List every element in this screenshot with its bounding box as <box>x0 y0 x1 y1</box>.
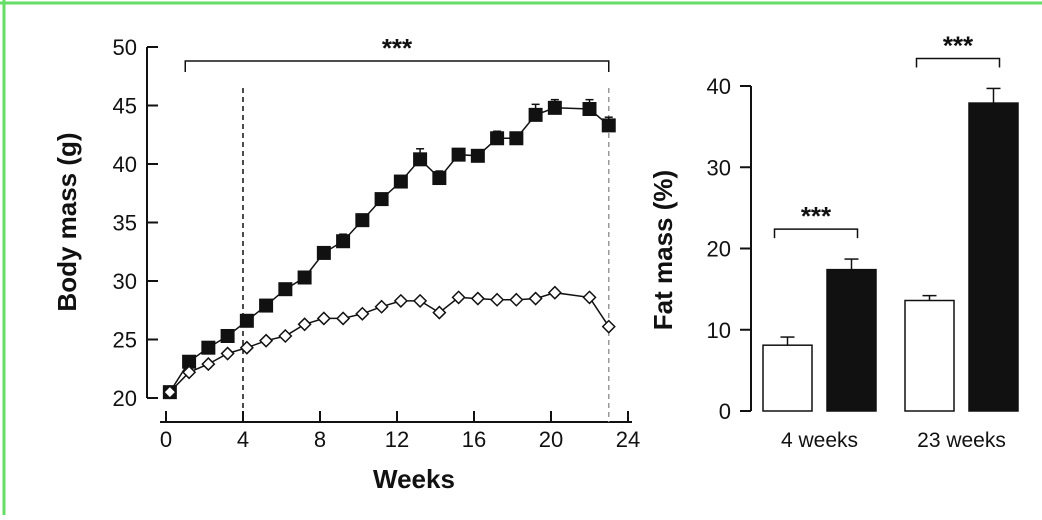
data-point-filled-square <box>374 192 389 207</box>
data-point-open-diamond <box>374 299 389 314</box>
data-point-open-diamond <box>470 291 485 306</box>
bar-open <box>904 299 955 412</box>
data-point-open-diamond <box>220 346 235 361</box>
data-point-open-diamond <box>413 293 428 308</box>
x-tick-label: 20 <box>539 427 563 452</box>
data-point-filled-square <box>297 270 312 285</box>
data-point-open-diamond <box>582 290 597 305</box>
bar-filled <box>968 102 1019 412</box>
data-point-filled-square <box>393 174 408 189</box>
fat-mass-bar-chart: 0 10 20 30 40 *** *** 4 weeks 23 weeks Fat mas… <box>648 30 1019 452</box>
data-point-filled-square <box>601 118 616 133</box>
data-point-open-diamond <box>355 306 370 321</box>
significance-label: *** <box>801 201 832 231</box>
data-point-open-diamond <box>601 319 616 334</box>
data-point-filled-square <box>451 147 466 162</box>
x-tick-label: 4 <box>237 427 249 452</box>
data-point-open-diamond <box>509 292 524 307</box>
data-point-filled-square <box>239 313 254 328</box>
data-point-open-diamond <box>528 291 543 306</box>
data-point-open-diamond <box>451 290 466 305</box>
x-tick-label: 24 <box>616 427 640 452</box>
significance-label: *** <box>382 33 413 63</box>
y-tick-label: 0 <box>719 399 731 424</box>
y-tick-label: 30 <box>707 155 731 180</box>
x-tick-label: 8 <box>314 427 326 452</box>
data-point-filled-square <box>432 171 447 186</box>
data-point-filled-square <box>470 148 485 163</box>
line-chart-y-ticks: 20 25 30 35 40 45 50 <box>113 35 158 411</box>
bar-chart-category-labels: 4 weeks 23 weeks <box>781 429 1006 452</box>
data-point-filled-square <box>582 102 597 117</box>
data-point-open-diamond <box>547 285 562 300</box>
body-mass-line-chart: 20 25 30 35 40 45 50 0 4 8 12 16 20 24 *** Body mass… <box>52 33 640 494</box>
data-point-filled-square <box>259 298 274 313</box>
data-point-filled-square <box>316 245 331 260</box>
data-point-open-diamond <box>239 340 254 355</box>
data-point-filled-square <box>355 213 370 228</box>
data-point-open-diamond <box>316 311 331 326</box>
data-point-open-diamond <box>336 311 351 326</box>
data-point-open-diamond <box>162 385 177 400</box>
line-chart-y-axis-title: Body mass (g) <box>52 132 82 311</box>
data-point-open-diamond <box>297 317 312 332</box>
x-tick-label: 0 <box>160 427 172 452</box>
bar-open <box>762 344 813 412</box>
data-point-filled-square <box>509 131 524 146</box>
data-point-filled-square <box>182 354 197 369</box>
significance-bracket-line <box>915 57 1001 68</box>
category-label: 4 weeks <box>781 429 858 452</box>
line-chart-significance-bracket: *** <box>184 33 610 72</box>
y-tick-label: 20 <box>707 237 731 262</box>
data-point-open-diamond <box>432 305 447 320</box>
y-tick-label: 25 <box>113 328 137 353</box>
data-point-open-diamond <box>259 333 274 348</box>
data-point-filled-square <box>413 152 428 167</box>
bar-filled <box>826 268 877 412</box>
significance-label: *** <box>943 30 974 60</box>
data-point-open-diamond <box>278 328 293 344</box>
data-point-open-diamond <box>393 293 408 308</box>
series-line <box>169 291 610 393</box>
bar-chart-bars <box>762 87 1019 412</box>
y-tick-label: 40 <box>707 74 731 99</box>
significance-bracket-line <box>184 60 610 72</box>
y-tick-label: 45 <box>113 94 137 119</box>
data-point-filled-square <box>490 131 505 146</box>
series-line <box>169 107 610 393</box>
data-point-open-diamond <box>182 365 197 380</box>
bar-chart-y-ticks: 0 10 20 30 40 <box>707 74 751 424</box>
data-point-filled-square <box>278 282 293 297</box>
significance-bracket-line <box>773 228 859 239</box>
x-tick-label: 16 <box>462 427 486 452</box>
data-point-filled-square <box>201 340 216 355</box>
category-label: 23 weeks <box>917 429 1006 452</box>
data-point-open-diamond <box>490 292 505 307</box>
y-tick-label: 30 <box>113 269 137 294</box>
data-point-open-diamond <box>201 357 216 372</box>
y-tick-label: 10 <box>707 318 731 343</box>
data-point-filled-square <box>336 234 351 249</box>
line-chart-series <box>162 98 616 400</box>
line-chart-x-ticks: 0 4 8 12 16 20 24 <box>160 411 640 452</box>
data-point-filled-square <box>528 107 543 122</box>
line-chart-reference-lines <box>242 88 610 422</box>
y-tick-label: 40 <box>113 152 137 177</box>
bar-chart-y-axis-title: Fat mass (%) <box>648 170 678 330</box>
y-tick-label: 50 <box>113 35 137 60</box>
x-tick-label: 12 <box>385 427 409 452</box>
data-point-filled-square <box>547 100 562 115</box>
y-tick-label: 35 <box>113 211 137 236</box>
line-chart-x-axis-title: Weeks <box>373 464 455 494</box>
data-point-filled-square <box>220 328 235 343</box>
bar-chart-significance-brackets: *** *** <box>773 30 1001 239</box>
y-tick-label: 20 <box>113 386 137 411</box>
